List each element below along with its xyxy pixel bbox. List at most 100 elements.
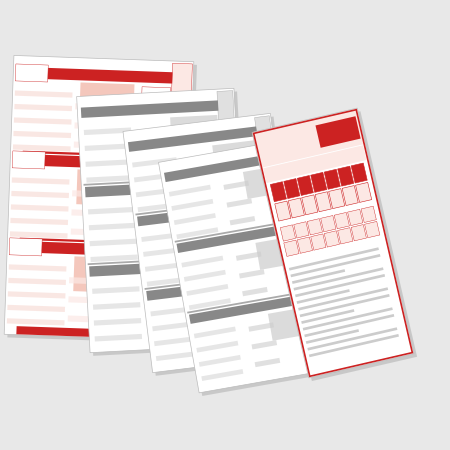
Polygon shape	[10, 218, 68, 225]
Polygon shape	[303, 307, 393, 331]
Polygon shape	[79, 82, 135, 119]
Polygon shape	[94, 334, 142, 342]
Polygon shape	[171, 199, 213, 211]
Polygon shape	[144, 272, 273, 290]
Polygon shape	[7, 318, 64, 325]
Polygon shape	[89, 259, 227, 277]
Polygon shape	[158, 138, 337, 393]
Polygon shape	[175, 220, 294, 243]
Polygon shape	[212, 140, 260, 174]
Polygon shape	[69, 277, 105, 284]
Polygon shape	[148, 168, 177, 175]
Polygon shape	[73, 256, 128, 293]
Polygon shape	[88, 207, 135, 215]
Polygon shape	[141, 87, 171, 118]
Polygon shape	[169, 185, 211, 197]
Polygon shape	[201, 369, 243, 381]
Polygon shape	[156, 307, 184, 314]
Polygon shape	[297, 289, 350, 304]
Polygon shape	[135, 261, 165, 292]
Polygon shape	[150, 208, 179, 215]
Polygon shape	[14, 104, 72, 111]
Polygon shape	[128, 126, 257, 152]
Polygon shape	[290, 254, 381, 277]
Polygon shape	[288, 198, 304, 218]
Polygon shape	[146, 275, 275, 301]
Polygon shape	[16, 326, 172, 340]
Polygon shape	[81, 100, 218, 118]
Polygon shape	[9, 264, 67, 271]
Polygon shape	[209, 304, 236, 312]
Polygon shape	[226, 198, 252, 207]
Polygon shape	[189, 294, 310, 324]
Polygon shape	[255, 111, 417, 381]
Polygon shape	[223, 180, 249, 190]
Polygon shape	[138, 202, 182, 212]
Polygon shape	[281, 140, 335, 369]
Polygon shape	[275, 201, 291, 221]
Polygon shape	[186, 284, 228, 296]
Polygon shape	[157, 327, 185, 334]
Polygon shape	[84, 177, 220, 186]
Polygon shape	[334, 212, 349, 229]
Polygon shape	[85, 180, 223, 197]
Polygon shape	[11, 204, 68, 212]
Polygon shape	[304, 314, 394, 337]
Polygon shape	[76, 88, 248, 353]
Polygon shape	[137, 201, 266, 226]
Polygon shape	[9, 238, 42, 256]
Polygon shape	[179, 274, 227, 306]
Polygon shape	[230, 216, 255, 225]
Polygon shape	[191, 155, 218, 163]
Polygon shape	[252, 340, 277, 350]
Polygon shape	[143, 247, 188, 257]
Polygon shape	[89, 223, 136, 230]
Polygon shape	[74, 122, 111, 130]
Polygon shape	[230, 289, 278, 323]
Polygon shape	[132, 157, 177, 167]
Polygon shape	[302, 195, 318, 215]
Polygon shape	[292, 269, 345, 284]
Polygon shape	[255, 110, 363, 167]
Polygon shape	[189, 298, 231, 310]
Polygon shape	[12, 151, 45, 169]
Polygon shape	[200, 230, 227, 238]
Polygon shape	[351, 225, 366, 241]
Polygon shape	[328, 189, 345, 209]
Polygon shape	[162, 141, 340, 396]
Polygon shape	[309, 334, 399, 357]
Polygon shape	[7, 58, 197, 344]
Polygon shape	[88, 256, 225, 265]
Polygon shape	[351, 163, 367, 183]
Polygon shape	[135, 198, 264, 216]
Polygon shape	[256, 236, 302, 270]
Polygon shape	[364, 221, 380, 238]
Polygon shape	[280, 225, 296, 241]
Polygon shape	[297, 176, 313, 195]
Polygon shape	[147, 276, 192, 287]
Polygon shape	[310, 172, 327, 192]
Polygon shape	[255, 358, 280, 367]
Polygon shape	[255, 116, 298, 354]
Polygon shape	[14, 131, 71, 138]
Polygon shape	[361, 206, 376, 222]
Polygon shape	[356, 182, 372, 202]
Polygon shape	[85, 144, 132, 151]
Polygon shape	[156, 351, 201, 361]
Polygon shape	[187, 291, 306, 314]
Polygon shape	[174, 194, 223, 227]
Polygon shape	[11, 191, 69, 198]
Polygon shape	[236, 252, 261, 261]
Polygon shape	[13, 241, 166, 257]
Polygon shape	[294, 222, 309, 238]
Polygon shape	[324, 231, 339, 247]
Polygon shape	[315, 116, 360, 148]
Polygon shape	[22, 151, 178, 158]
Polygon shape	[68, 315, 104, 323]
Polygon shape	[248, 322, 274, 332]
Polygon shape	[217, 90, 246, 343]
Polygon shape	[204, 267, 231, 275]
Polygon shape	[301, 309, 355, 324]
Polygon shape	[86, 159, 133, 167]
Polygon shape	[4, 55, 194, 341]
